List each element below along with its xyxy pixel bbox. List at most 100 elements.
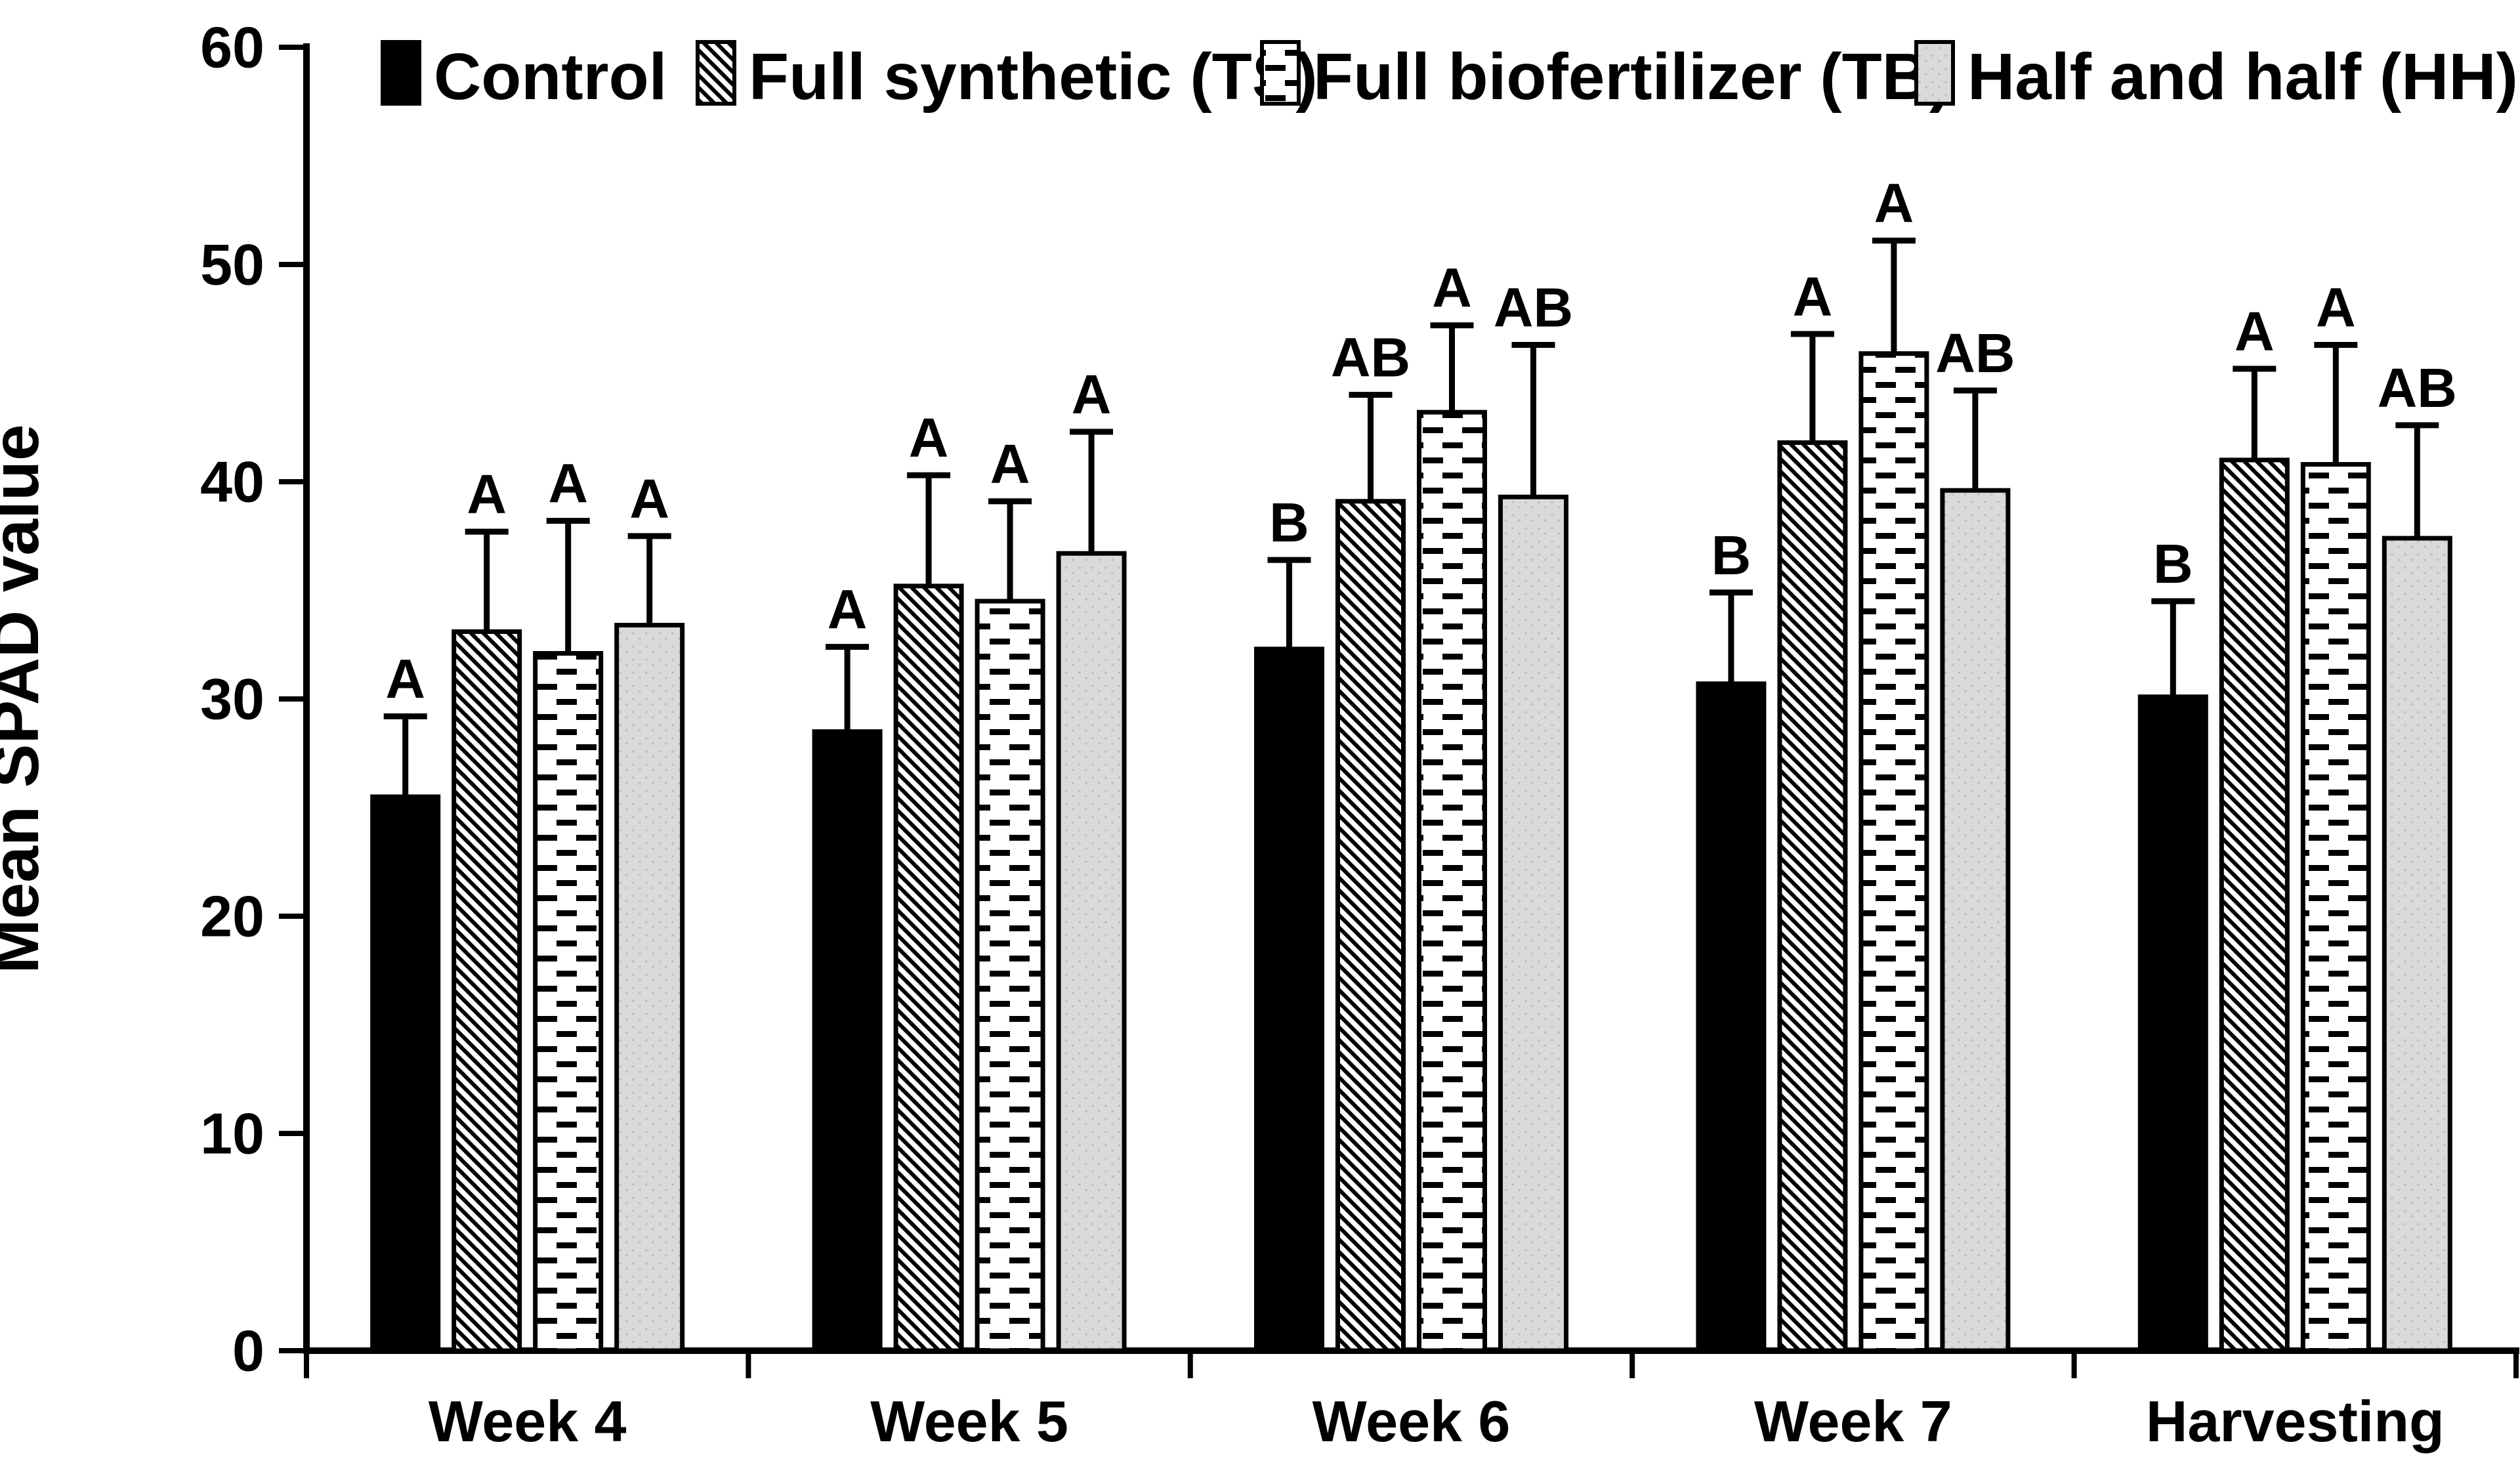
x-axis-line xyxy=(303,1347,2519,1354)
bar-half-and-half-hh-week-5 xyxy=(1056,551,1127,1353)
significance-letter: A xyxy=(1793,266,1833,327)
bar-half-and-half-hh-week-6 xyxy=(1498,494,1568,1353)
error-bar-stem xyxy=(2251,368,2258,460)
error-bar xyxy=(1953,387,1997,491)
error-bar-cap xyxy=(1349,392,1393,398)
bar-half-and-half-hh-harvesting xyxy=(2382,536,2452,1353)
error-bar-cap xyxy=(1070,429,1114,435)
error-bar-stem xyxy=(402,716,409,797)
error-bar-cap xyxy=(907,472,951,478)
bar-control-week-6 xyxy=(1254,646,1324,1353)
error-bar-stem xyxy=(844,646,850,732)
y-tick-label: 0 xyxy=(232,1319,264,1383)
error-bar-stem xyxy=(1007,501,1013,602)
error-bar-cap xyxy=(2233,366,2277,372)
error-bar-stem xyxy=(1891,240,1897,354)
bar-full-biofertilizer-tb-week-4 xyxy=(533,651,604,1353)
bar-full-biofertilizer-tb-week-7 xyxy=(1858,351,1929,1353)
significance-letter: A xyxy=(548,453,588,515)
y-axis: 0 10 20 30 40 50 60 Mean SPAD value xyxy=(0,15,310,1383)
error-bar-cap xyxy=(988,498,1032,505)
x-tick xyxy=(1629,1351,1635,1378)
error-bar xyxy=(1872,238,1916,354)
legend-item-full-synthetic-ts: Full synthetic (TS) xyxy=(696,40,1318,114)
y-tick xyxy=(279,696,306,702)
bar-full-synthetic-ts-harvesting xyxy=(2219,457,2290,1353)
error-bar-cap xyxy=(1709,589,1753,596)
bar-group-week-7: B AA AB Week 7 xyxy=(1696,173,2015,1454)
error-bar-cap xyxy=(2151,598,2195,604)
bar-full-synthetic-ts-week-4 xyxy=(452,629,522,1353)
error-bar xyxy=(465,528,509,632)
error-bar xyxy=(546,518,590,654)
error-bar xyxy=(2314,342,2358,465)
error-bar xyxy=(1709,589,1753,684)
error-bar-cap xyxy=(2314,342,2358,348)
significance-letter: B xyxy=(1712,524,1752,586)
bar-full-synthetic-ts-week-5 xyxy=(893,583,964,1353)
y-tick-label: 40 xyxy=(200,450,264,515)
significance-letter: A xyxy=(1072,364,1112,425)
bar-control-week-4 xyxy=(370,794,441,1353)
x-category-label: Week 6 xyxy=(1312,1389,1511,1454)
error-bar-stem xyxy=(2332,345,2339,465)
error-bar-cap xyxy=(627,533,671,539)
y-tick xyxy=(279,914,306,919)
error-bar xyxy=(1430,322,1474,413)
error-bar xyxy=(907,472,951,586)
error-bar-cap xyxy=(1790,331,1834,337)
error-bar-cap xyxy=(383,713,427,719)
y-tick xyxy=(279,1131,306,1136)
legend-item-control: Control xyxy=(381,40,667,114)
error-bar-stem xyxy=(1530,345,1536,497)
significance-letter: A xyxy=(909,407,949,469)
error-bar-cap xyxy=(1953,387,1997,394)
error-bar xyxy=(1511,342,1555,497)
bar-group-harvesting: B A A AB Harvesting xyxy=(2137,277,2457,1454)
legend-swatch-full-biofertilizer-tb xyxy=(1260,40,1301,106)
significance-letter: AB xyxy=(1494,277,1573,339)
significance-letter: AB xyxy=(1331,327,1410,389)
significance-letter: A xyxy=(2235,301,2275,362)
bar-full-biofertilizer-tb-week-5 xyxy=(975,599,1045,1353)
bar-full-synthetic-ts-week-6 xyxy=(1335,499,1406,1353)
significance-letter: AB xyxy=(1935,322,2015,384)
y-tick xyxy=(279,1348,306,1353)
error-bar-stem xyxy=(925,475,932,586)
significance-letter: A xyxy=(385,648,425,710)
bar-group-week-6: B AB A AB Week 6 xyxy=(1254,257,1573,1454)
x-tick xyxy=(746,1351,751,1378)
y-tick-label: 30 xyxy=(200,667,264,732)
error-bar-stem xyxy=(1728,592,1734,684)
legend-item-full-biofertilizer-tb: Full biofertilizer (TB) xyxy=(1260,40,1951,114)
legend: Control Full synthetic (TS)Full biofertil… xyxy=(381,40,2518,114)
bar-full-biofertilizer-tb-week-6 xyxy=(1417,410,1487,1353)
legend-swatch-full-synthetic-ts xyxy=(696,40,736,106)
error-bar xyxy=(2151,598,2195,697)
x-tick xyxy=(304,1351,309,1378)
y-tick xyxy=(279,262,306,267)
error-bar-cap xyxy=(1872,238,1916,244)
significance-letter: B xyxy=(1269,492,1309,553)
error-bar-cap xyxy=(1511,342,1555,348)
error-bar-stem xyxy=(646,536,653,625)
significance-letter: AB xyxy=(2378,357,2457,419)
error-bar xyxy=(826,644,870,732)
bar-control-week-5 xyxy=(812,729,883,1353)
bar-full-synthetic-ts-week-7 xyxy=(1777,440,1848,1353)
error-bar-stem xyxy=(565,520,572,654)
significance-letter: A xyxy=(629,468,669,530)
legend-label: Full synthetic (TS) xyxy=(749,40,1318,114)
bar-half-and-half-hh-week-4 xyxy=(614,623,685,1353)
legend-label: Half and half (HH) xyxy=(1967,40,2518,114)
significance-letter: A xyxy=(467,463,507,525)
significance-letter: A xyxy=(828,579,868,641)
legend-swatch-control xyxy=(381,40,421,106)
error-bar xyxy=(988,498,1032,602)
y-tick-label: 20 xyxy=(200,884,264,949)
x-category-label: Week 4 xyxy=(429,1389,627,1454)
x-category-label: Week 5 xyxy=(870,1389,1068,1454)
error-bar-stem xyxy=(1286,560,1292,649)
